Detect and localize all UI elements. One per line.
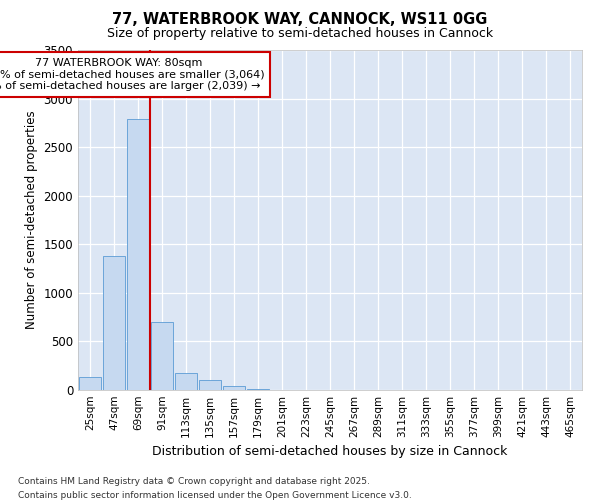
Bar xyxy=(79,378,101,390)
Bar xyxy=(103,256,125,390)
Bar xyxy=(223,386,245,390)
Text: 77, WATERBROOK WAY, CANNOCK, WS11 0GG: 77, WATERBROOK WAY, CANNOCK, WS11 0GG xyxy=(112,12,488,28)
X-axis label: Distribution of semi-detached houses by size in Cannock: Distribution of semi-detached houses by … xyxy=(152,446,508,458)
Bar xyxy=(199,380,221,390)
Text: Size of property relative to semi-detached houses in Cannock: Size of property relative to semi-detach… xyxy=(107,28,493,40)
Text: Contains public sector information licensed under the Open Government Licence v3: Contains public sector information licen… xyxy=(18,491,412,500)
Bar xyxy=(247,389,269,390)
Text: Contains HM Land Registry data © Crown copyright and database right 2025.: Contains HM Land Registry data © Crown c… xyxy=(18,478,370,486)
Bar xyxy=(175,373,197,390)
Bar xyxy=(151,322,173,390)
Text: 77 WATERBROOK WAY: 80sqm
← 59% of semi-detached houses are smaller (3,064)
39% o: 77 WATERBROOK WAY: 80sqm ← 59% of semi-d… xyxy=(0,58,265,91)
Bar xyxy=(127,119,149,390)
Y-axis label: Number of semi-detached properties: Number of semi-detached properties xyxy=(25,110,38,330)
